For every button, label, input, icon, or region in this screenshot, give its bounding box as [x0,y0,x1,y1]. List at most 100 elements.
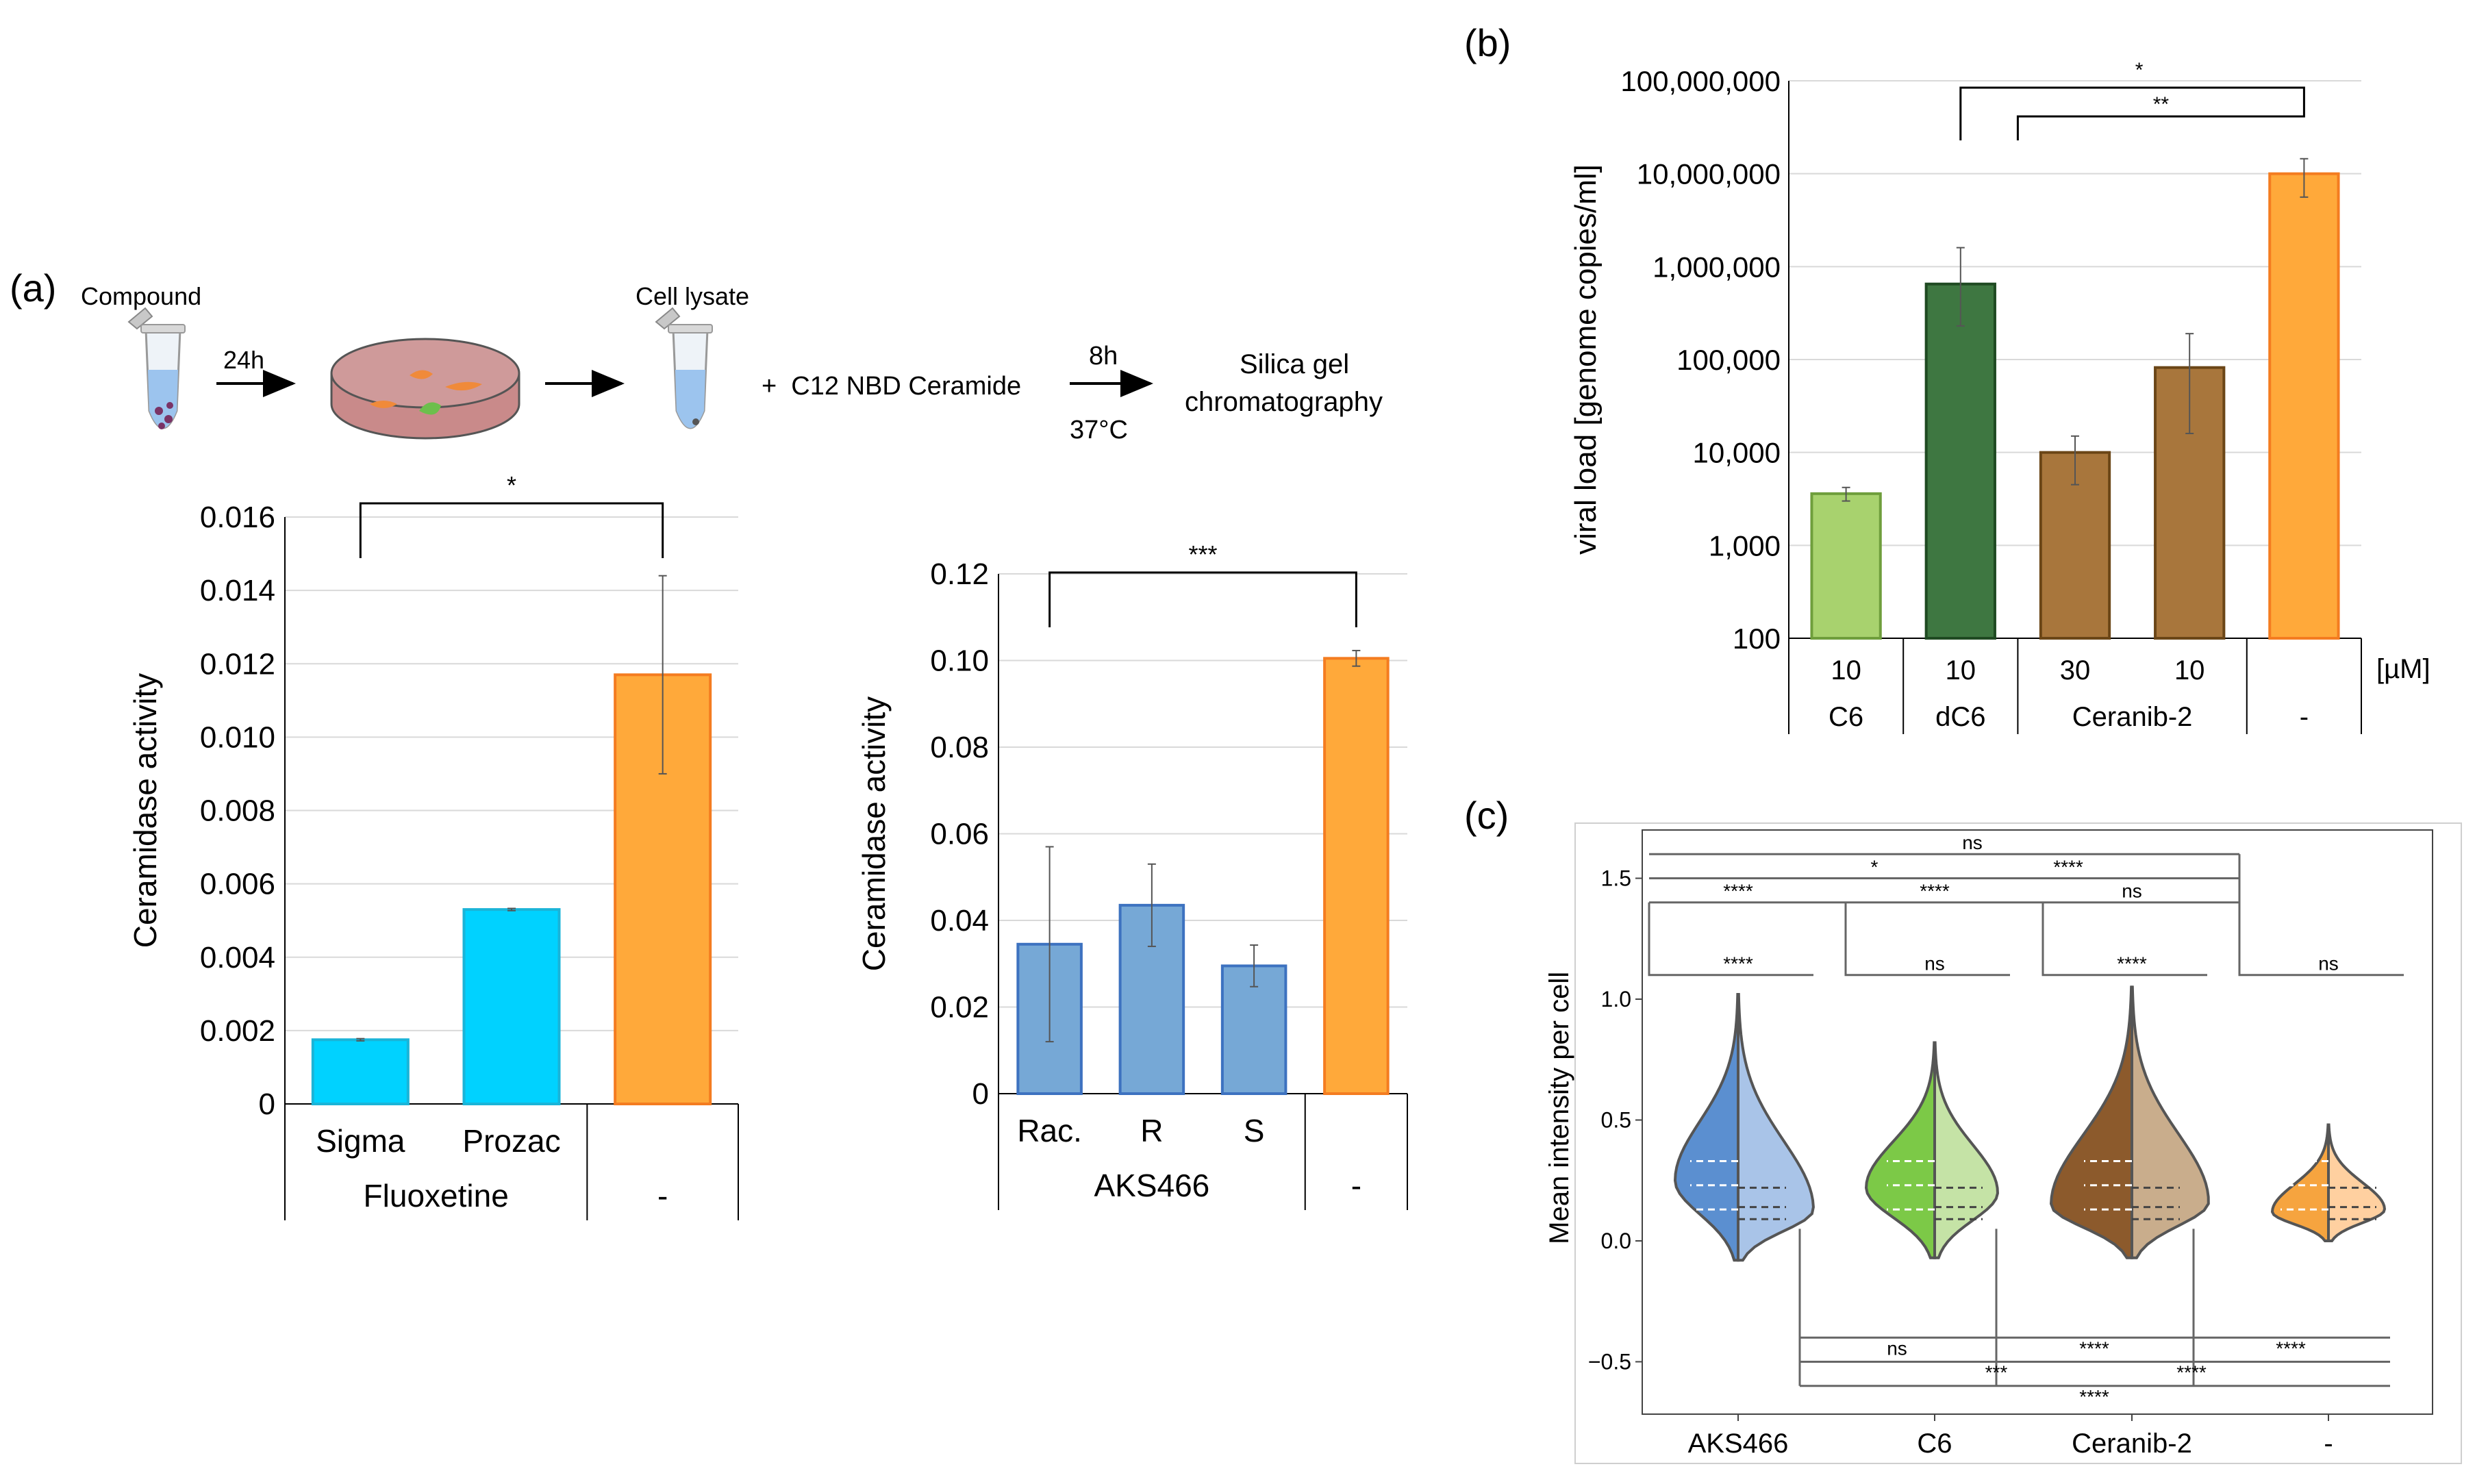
compound-tube-icon [127,307,186,429]
y-tick-label: 100,000 [1676,344,1781,376]
ceramide-label: + C12 NBD Ceramide [762,372,1021,401]
y-axis-label: viral load [genome copies/ml] [1569,164,1603,555]
y-axis-label: Ceramidase activity [127,673,163,948]
stat-label: **** [2079,1337,2109,1359]
y-tick-label: 1,000,000 [1653,251,1781,283]
significance-label: ** [2153,93,2170,116]
stat-label: ns [1887,1337,1907,1359]
y-tick-label: 0.04 [930,904,989,938]
silica-label-2: chromatography [1185,387,1383,417]
y-tick-label: 0.02 [930,991,989,1024]
stat-bracket [1648,902,1813,977]
group-label: AKS466 [1094,1168,1209,1203]
stat-label: **** [2276,1337,2306,1359]
violin-half [2327,1123,2387,1242]
dose-label: 10 [2174,655,2205,686]
y-tick-label: 100 [1733,622,1781,655]
bar [2154,366,2226,640]
dose-label: 10 [1831,655,1861,686]
x-category-label: Sigma [316,1123,405,1159]
stat-label: **** [2053,856,2083,877]
y-tick-label: 0.006 [200,868,275,901]
y-tick-label: 100,000,000 [1620,65,1781,97]
chart-aks466: 0 0.02 0.04 0.06 0.08 0.10 0.12 Ceramidase acti… [856,540,1408,1210]
y-tick-label: 0.004 [200,941,275,974]
panel-label-b: (b) [1464,21,1511,64]
schematic: Compound 24h Cell lysate + C [81,282,1383,444]
y-tick-label: 0.002 [200,1014,275,1048]
stat-label: **** [2176,1362,2207,1383]
stat-label: **** [2079,1386,2109,1407]
y-tick-label: 10,000 [1693,437,1781,469]
stat-label: ns [1962,832,1983,853]
stat-label: **** [1723,881,1753,902]
y-tick-label: 0.12 [930,557,989,591]
violin-half [2049,985,2133,1259]
y-tick-label: 0.012 [200,647,275,681]
y-tick-label: 0.010 [200,720,275,754]
y-tick-label: 0.008 [200,794,275,828]
significance-label: *** [1188,540,1217,568]
violin-half [1673,992,1739,1262]
stat-label: **** [1920,881,1950,902]
y-tick-label: 10,000,000 [1637,158,1781,190]
x-category-label: AKS466 [1688,1429,1789,1459]
violin-half [2270,1123,2330,1242]
chart-viral-load: 100 1,000 10,000 100,000 1,000,000 10,000,000… [1569,59,2430,734]
group-label: Fluoxetine [364,1178,509,1213]
bar [462,908,561,1106]
stat-label: ns [1924,953,1945,974]
y-tick-label: 0.0 [1601,1229,1631,1253]
stat-label: * [1871,856,1879,877]
x-category-label: Prozac [462,1123,560,1159]
dose-label: 10 [1946,655,1976,686]
chart-fluoxetine: 0 0.002 0.004 0.006 0.008 0.010 0.012 0.014 0.01… [127,471,739,1220]
x-category-label: R [1140,1113,1163,1148]
y-tick-label: 0.014 [200,574,275,607]
significance-label: * [2135,59,2144,81]
group-label: C6 [1829,702,1863,732]
stat-label: ns [2122,881,2142,902]
panel-label-a: (a) [10,266,56,310]
group-label: - [1351,1168,1361,1203]
y-axis-label: Ceramidase activity [856,696,892,971]
significance-bracket [1959,86,2305,140]
y-tick-label: 0 [972,1077,989,1111]
petri-dish-icon [330,338,520,440]
y-tick-label: 1,000 [1709,529,1781,562]
stat-label: ns [2318,953,2339,974]
x-category-label: Rac. [1017,1113,1082,1148]
stat-label: **** [1723,953,1753,974]
group-label: dC6 [1935,702,1985,732]
group-label: Ceranib-2 [2072,702,2193,732]
cell-lysate-label: Cell lysate [636,282,749,310]
lysate-tube-icon [655,307,713,429]
stat-label: *** [1985,1362,2008,1383]
dose-label: 30 [2060,655,2091,686]
panel-label-c: (c) [1464,794,1509,837]
y-tick-label: 0.08 [930,731,989,764]
y-tick-label: 0.10 [930,644,989,678]
y-tick-label: −0.5 [1588,1350,1631,1374]
silica-label-1: Silica gel [1240,349,1349,379]
x-category-label: C6 [1917,1429,1952,1459]
significance-bracket [1048,571,1357,627]
significance-bracket [359,502,664,558]
y-tick-label: 0.5 [1601,1108,1631,1133]
bar [1323,657,1390,1095]
violin-half [1864,1041,1936,1259]
x-category-label: - [2324,1429,2333,1459]
bar [311,1038,410,1105]
plot-frame [1642,829,2433,1415]
violin-half [1933,1041,1999,1259]
unit-label: [µM] [2376,654,2430,684]
group-label: - [657,1178,668,1213]
violin-half [1737,992,1815,1262]
y-tick-label: 1.5 [1601,866,1631,891]
compound-label: Compound [81,282,201,310]
x-category-label: Ceranib-2 [2072,1429,2192,1459]
bar [1924,282,1996,640]
x-category-label: S [1244,1113,1265,1148]
time-8h-label: 8h [1089,342,1118,370]
